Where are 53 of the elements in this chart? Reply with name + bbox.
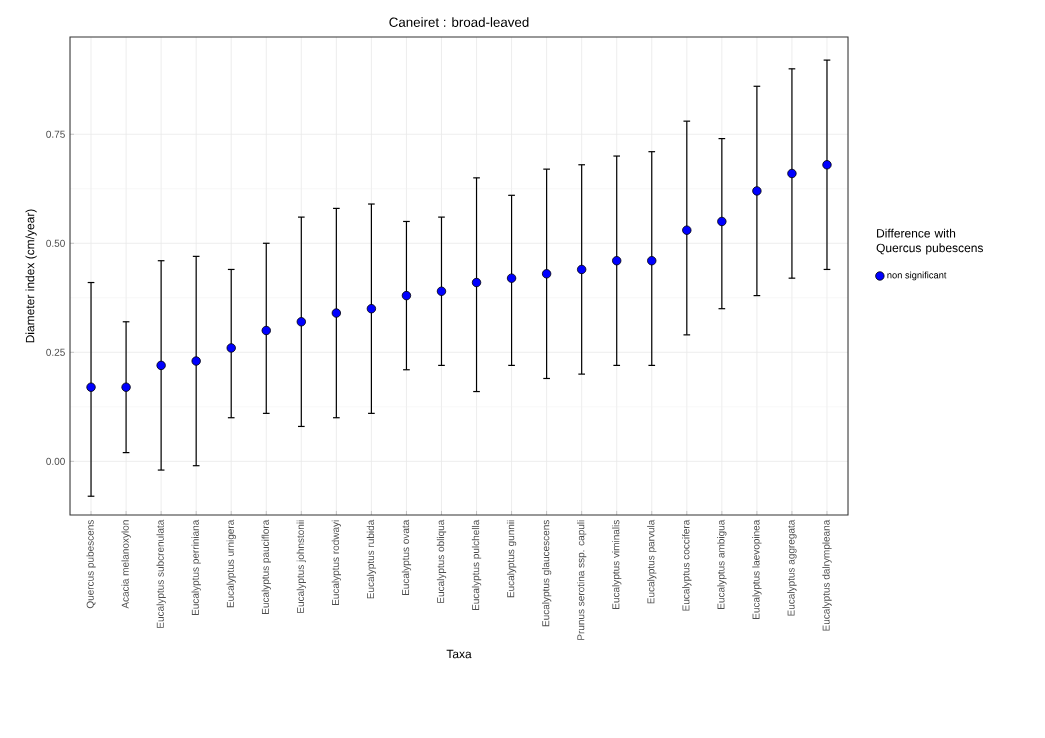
x-tick-label: Eucalyptus rubida (366, 519, 377, 599)
y-axis-title: Diameter index (cm/year) (25, 209, 37, 343)
x-tick-label: Eucalyptus dalrympleana (822, 519, 832, 631)
point (506, 273, 517, 283)
legend-title: Difference with Quercus pubescens (876, 228, 983, 255)
x-tick-label: Eucalyptus pulchella (471, 519, 482, 611)
point (86, 382, 96, 392)
x-tick-label: Eucalyptus subcrenulata (156, 519, 166, 628)
chart-title: Caneiret : broad-leaved (389, 17, 529, 27)
point (261, 325, 271, 336)
x-tick-label: Eucalyptus pauciflora (261, 519, 271, 614)
point (436, 286, 447, 296)
x-tick-label: Eucalyptus urnigera (226, 519, 236, 608)
x-tick-label: Eucalyptus ambigua (717, 519, 727, 609)
point (787, 168, 797, 179)
x-tick-label: Acacia melanoxylon (121, 520, 131, 609)
y-tick-label: 0.25 (46, 348, 65, 356)
point (401, 290, 412, 301)
point (471, 277, 482, 288)
point (156, 360, 166, 371)
point (541, 269, 552, 279)
x-tick-label: Eucalyptus coccifera (682, 519, 692, 611)
x-tick-label: Eucalyptus glaucescens (541, 520, 552, 627)
x-tick-label: Eucalyptus ovata (401, 519, 412, 596)
x-tick-label: Eucalyptus laevopinea (752, 519, 762, 619)
point (296, 317, 306, 327)
x-tick-label: Eucalyptus gunnii (506, 520, 517, 598)
point (577, 264, 587, 275)
point (121, 382, 131, 392)
y-tick-label: 0.50 (46, 239, 65, 247)
x-tick-label: Eucalyptus johnstonii (296, 520, 306, 613)
x-tick-label: Eucalyptus viminalis (612, 520, 622, 609)
x-axis-title: Taxa (446, 649, 472, 659)
x-tick-label: Quercus pubescens (86, 520, 96, 609)
y-tick-label: 0.75 (46, 130, 65, 138)
point (682, 225, 692, 235)
point (366, 304, 377, 314)
point (822, 160, 832, 170)
point (752, 186, 762, 196)
point (717, 216, 727, 227)
x-tick-label: Prunus serotina ssp. capuli (577, 520, 587, 640)
x-tick-label: Eucalyptus perriniana (191, 519, 201, 616)
point (331, 308, 342, 318)
point (226, 343, 236, 353)
point (612, 256, 622, 266)
y-tick-label: 0.00 (46, 457, 65, 465)
x-tick-label: Eucalyptus parvula (647, 519, 657, 604)
point (647, 256, 657, 266)
legend-label: non significant (887, 271, 947, 281)
x-tick-label: Eucalyptus obliqua (436, 519, 447, 603)
point (191, 356, 201, 366)
x-tick-label: Eucalyptus aggregata (787, 519, 797, 616)
x-tick-label: Eucalyptus rodwayi (331, 520, 342, 606)
